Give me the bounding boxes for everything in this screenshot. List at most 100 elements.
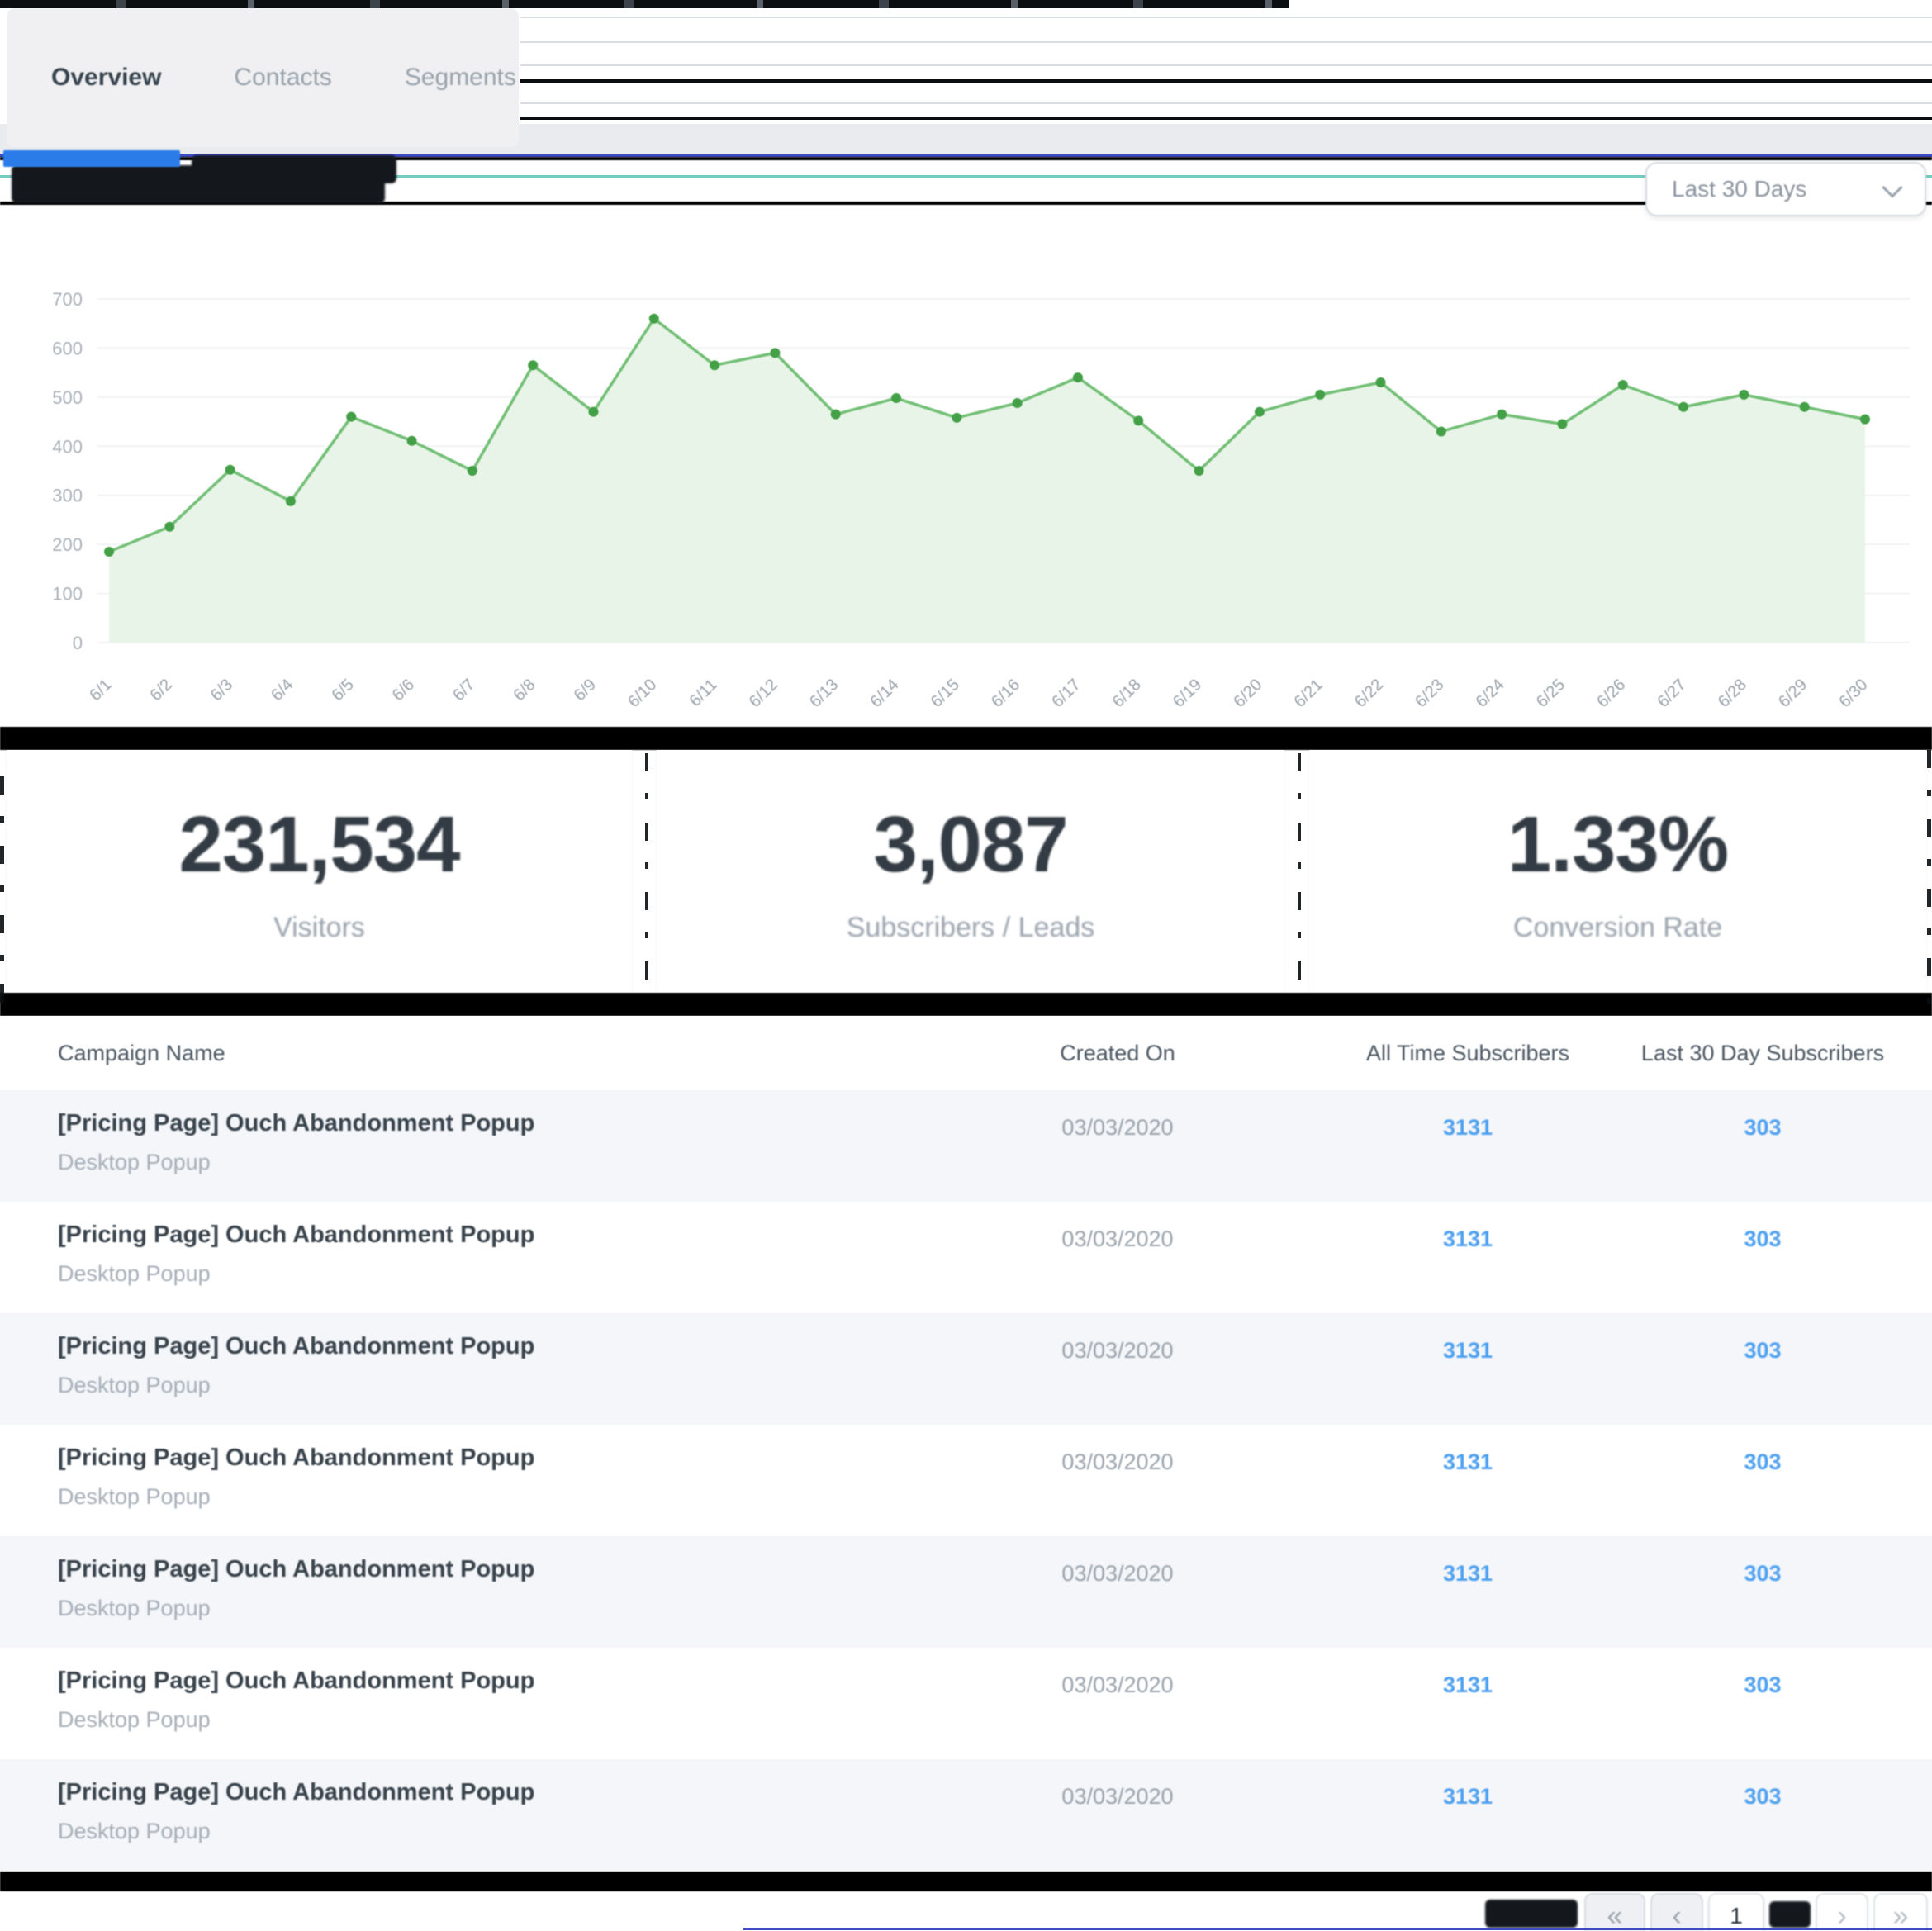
conversion-value: 1.33% — [1507, 799, 1729, 889]
chart-data-point — [588, 406, 599, 417]
pagination-total-redacted — [1769, 1901, 1811, 1928]
chart-data-point — [346, 411, 357, 422]
pagination-first-button[interactable]: « — [1584, 1893, 1645, 1931]
x-axis-label: 6/1 — [86, 676, 115, 705]
chart-data-point — [467, 466, 477, 476]
last-30-day-subscribers-link[interactable]: 303 — [1744, 1115, 1782, 1140]
campaign-name: [Pricing Page] Ouch Abandonment Popup — [58, 1779, 535, 1805]
tab-overview[interactable]: Overview — [51, 64, 162, 91]
x-axis-label: 6/6 — [389, 676, 418, 705]
x-axis-label: 6/24 — [1473, 676, 1508, 711]
chart-data-point — [770, 348, 781, 358]
all-time-subscribers-link[interactable]: 3131 — [1442, 1784, 1493, 1809]
all-time-subscribers-link[interactable]: 3131 — [1442, 1672, 1493, 1697]
all-time-subscribers-link[interactable]: 3131 — [1442, 1115, 1493, 1140]
chart-data-point — [1739, 389, 1749, 400]
campaign-type: Desktop Popup — [58, 1150, 211, 1174]
date-range-value: Last 30 Days — [1672, 176, 1807, 202]
redaction-line — [0, 157, 1932, 160]
conversion-label: Conversion Rate — [1512, 911, 1723, 943]
x-axis-label: 6/7 — [449, 676, 478, 705]
x-axis-label: 6/26 — [1593, 676, 1629, 711]
last-30-day-subscribers-link[interactable]: 303 — [1744, 1672, 1782, 1697]
x-axis-label: 6/16 — [988, 676, 1023, 711]
chart-data-point — [528, 360, 539, 371]
pagination-prev-button[interactable]: ‹ — [1650, 1893, 1703, 1931]
chart-data-point — [1315, 389, 1326, 400]
x-axis-label: 6/9 — [571, 676, 600, 705]
x-axis-label: 6/3 — [207, 676, 236, 705]
chart-data-point — [1557, 419, 1568, 429]
pagination-current-page[interactable]: 1 — [1708, 1893, 1764, 1931]
campaigns-table: Campaign Name Created On All Time Subscr… — [0, 1016, 1932, 1872]
campaign-type: Desktop Popup — [58, 1261, 211, 1286]
chart-data-point — [406, 435, 417, 446]
last-30-day-subscribers-link[interactable]: 303 — [1744, 1784, 1782, 1809]
x-axis-label: 6/8 — [510, 676, 539, 705]
chart-data-point — [1799, 401, 1810, 412]
stats-row: 231,534 Visitors 3,087 Subscribers / Lea… — [0, 750, 1932, 993]
redaction-line — [520, 17, 1932, 18]
x-axis-label: 6/15 — [928, 676, 963, 711]
active-tab-indicator — [3, 150, 180, 167]
x-axis-label: 6/19 — [1170, 676, 1205, 711]
tab-segments[interactable]: Segments — [404, 64, 516, 91]
campaign-name: [Pricing Page] Ouch Abandonment Popup — [58, 1556, 535, 1582]
chart-data-point — [1497, 409, 1507, 420]
table-row: [Pricing Page] Ouch Abandonment Popup Des… — [0, 1759, 1932, 1871]
redaction-line — [520, 117, 1932, 120]
chart-data-point — [1678, 401, 1689, 412]
redaction-band — [0, 993, 1932, 1016]
chart-data-point — [1617, 380, 1628, 390]
created-on-value: 03/03/2020 — [1061, 1115, 1174, 1140]
last-30-day-subscribers-link[interactable]: 303 — [1744, 1449, 1782, 1474]
created-on-value: 03/03/2020 — [1061, 1672, 1174, 1697]
pagination-info-redacted — [1485, 1900, 1578, 1928]
chart-area-fill — [109, 318, 1865, 643]
chart-data-point — [164, 521, 175, 532]
tab-bar: Overview Contacts Segments — [7, 8, 519, 147]
tab-contacts[interactable]: Contacts — [234, 64, 332, 91]
table-row: [Pricing Page] Ouch Abandonment Popup Des… — [0, 1648, 1932, 1759]
pagination: « ‹ 1 › » — [0, 1891, 1932, 1931]
campaign-name: [Pricing Page] Ouch Abandonment Popup — [58, 1333, 535, 1359]
pagination-last-button[interactable]: » — [1873, 1893, 1928, 1931]
campaign-name: [Pricing Page] Ouch Abandonment Popup — [58, 1110, 535, 1136]
y-axis-label: 600 — [52, 338, 83, 358]
subscribers-label: Subscribers / Leads — [846, 911, 1095, 943]
chart-data-point — [1012, 397, 1023, 408]
chart-data-point — [1194, 466, 1204, 476]
all-time-subscribers-link[interactable]: 3131 — [1442, 1449, 1493, 1474]
y-axis-label: 700 — [52, 289, 83, 310]
all-time-subscribers-link[interactable]: 3131 — [1442, 1338, 1493, 1363]
chart-data-point — [710, 360, 720, 371]
visitors-value: 231,534 — [178, 799, 460, 889]
pagination-next-button[interactable]: › — [1816, 1893, 1868, 1931]
chart-title-redacted — [192, 155, 396, 183]
created-on-value: 03/03/2020 — [1061, 1784, 1174, 1809]
x-axis-label: 6/21 — [1291, 676, 1327, 711]
redaction-line — [743, 1928, 1932, 1930]
chart-data-point — [1254, 406, 1265, 417]
x-axis-label: 6/17 — [1048, 676, 1084, 711]
x-axis-label: 6/20 — [1230, 676, 1265, 711]
date-range-select[interactable]: Last 30 Days — [1645, 162, 1926, 216]
all-time-subscribers-link[interactable]: 3131 — [1442, 1561, 1493, 1586]
campaign-type: Desktop Popup — [58, 1819, 211, 1843]
x-axis-label: 6/29 — [1775, 676, 1811, 711]
chart-data-point — [891, 393, 902, 404]
x-axis-label: 6/2 — [147, 676, 176, 705]
campaign-type: Desktop Popup — [58, 1373, 211, 1397]
table-row: [Pricing Page] Ouch Abandonment Popup Des… — [0, 1090, 1932, 1202]
y-axis-label: 400 — [52, 436, 83, 457]
campaign-type: Desktop Popup — [58, 1484, 211, 1509]
created-on-value: 03/03/2020 — [1061, 1449, 1174, 1474]
all-time-subscribers-link[interactable]: 3131 — [1442, 1226, 1493, 1251]
last-30-day-subscribers-link[interactable]: 303 — [1744, 1561, 1782, 1586]
subscribers-area-chart: 0 100 200 300 400 500 600 700 6/1 6/2 6/3 6/4 6/5 6/6… — [52, 289, 1910, 711]
last-30-day-subscribers-link[interactable]: 303 — [1744, 1226, 1782, 1251]
created-on-value: 03/03/2020 — [1061, 1226, 1174, 1251]
table-row: [Pricing Page] Ouch Abandonment Popup Des… — [0, 1202, 1932, 1313]
created-on-value: 03/03/2020 — [1061, 1561, 1174, 1586]
last-30-day-subscribers-link[interactable]: 303 — [1744, 1338, 1782, 1363]
